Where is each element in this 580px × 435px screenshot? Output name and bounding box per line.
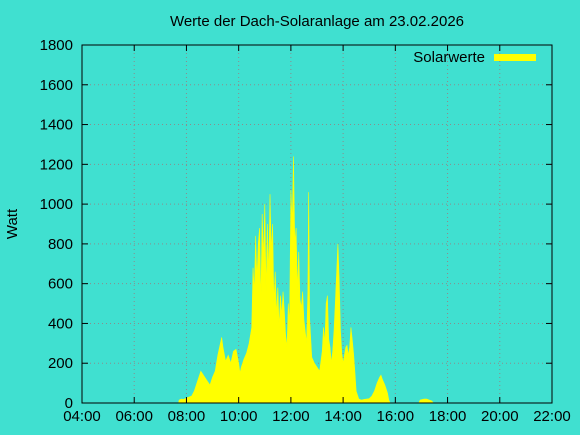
y-tick-label: 1400 [40, 117, 73, 134]
y-tick-label: 1000 [40, 196, 73, 213]
tick-layer: 04:00 06:00 08:00 10:00 12:00 14:00 16:00 18:00… [40, 37, 571, 425]
series-area-layer [178, 156, 434, 404]
y-tick-label: 200 [48, 355, 73, 372]
x-tick-label: 14:00 [324, 408, 362, 425]
x-tick-label: 08:00 [168, 408, 206, 425]
y-tick-label: 1600 [40, 77, 73, 94]
legend: Solarwerte [413, 49, 536, 66]
y-tick-label: 800 [48, 236, 73, 253]
x-tick-label: 12:00 [272, 408, 310, 425]
x-tick-label: 10:00 [220, 408, 258, 425]
x-tick-label: 20:00 [481, 408, 519, 425]
legend-label-solarwerte: Solarwerte [413, 49, 485, 66]
y-tick-label: 1800 [40, 37, 73, 54]
grid-layer [82, 45, 552, 403]
plot-frame [81, 44, 553, 404]
series-area-solarwerte [178, 156, 434, 404]
x-tick-label: 22:00 [533, 408, 571, 425]
legend-swatch-solarwerte [494, 54, 536, 61]
y-tick-label: 400 [48, 315, 73, 332]
x-tick-label: 16:00 [377, 408, 415, 425]
chart-title: Werte der Dach-Solaranlage am 23.02.2026 [170, 13, 464, 30]
y-axis-label: Watt [4, 208, 21, 239]
y-tick-label: 1200 [40, 156, 73, 173]
x-tick-label: 04:00 [63, 408, 101, 425]
y-tick-label: 0 [65, 395, 73, 412]
y-tick-label: 600 [48, 276, 73, 293]
x-tick-label: 18:00 [429, 408, 467, 425]
x-tick-label: 06:00 [115, 408, 153, 425]
